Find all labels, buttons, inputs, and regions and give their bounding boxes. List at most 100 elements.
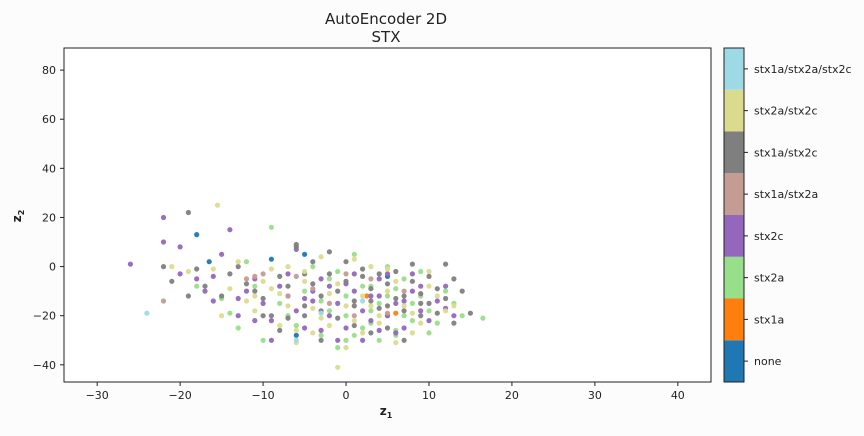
point-stx2c bbox=[360, 308, 366, 314]
y-tick-label: 60 bbox=[42, 113, 56, 126]
point-stx2a-stx2c bbox=[268, 266, 274, 272]
point-stx2a-stx2c bbox=[393, 340, 399, 346]
y-tick-label: 40 bbox=[42, 162, 56, 175]
point-stx1a-stx2c bbox=[351, 322, 357, 329]
point-stx2a-stx2c bbox=[227, 286, 233, 292]
point-stx1a-stx2c bbox=[219, 293, 225, 299]
point-stx2c bbox=[409, 288, 415, 294]
point-stx2a-stx2c bbox=[235, 259, 241, 265]
point-stx1a-stx2c bbox=[194, 266, 200, 272]
point-stx2a bbox=[343, 293, 349, 299]
point-stx2c bbox=[343, 325, 349, 331]
point-stx2a-stx2c bbox=[310, 305, 316, 311]
point-stx2c bbox=[451, 313, 457, 319]
point-stx2a bbox=[343, 337, 349, 343]
point-stx2a-stx2c bbox=[310, 330, 316, 336]
point-stx2a bbox=[393, 286, 399, 292]
point-stx2a bbox=[459, 313, 465, 319]
point-stx2a-stx2c bbox=[277, 291, 283, 297]
point-stx2a bbox=[326, 276, 332, 282]
point-stx2a bbox=[434, 320, 440, 326]
colorbar-swatch-stx1a bbox=[724, 298, 744, 341]
data-points-layer bbox=[127, 202, 486, 370]
point-stx2a bbox=[293, 322, 299, 329]
colorbar-swatch-stx2c bbox=[724, 215, 744, 257]
point-stx2a-stx2c bbox=[360, 293, 366, 299]
colorbar-label-none: none bbox=[754, 355, 782, 368]
point-stx2a bbox=[335, 268, 341, 275]
point-stx2a bbox=[401, 313, 407, 319]
point-stx1a-stx2c bbox=[418, 313, 424, 319]
point-stx1a-stx2c bbox=[418, 291, 424, 297]
point-stx1a-stx2c bbox=[368, 286, 374, 292]
point-stx1a-stx2c bbox=[393, 268, 399, 275]
point-stx2c bbox=[202, 288, 208, 294]
point-stx1a-stx2a bbox=[243, 276, 250, 282]
point-stx2a-stx2c bbox=[277, 322, 283, 329]
point-stx2c bbox=[302, 295, 308, 302]
point-stx2c bbox=[318, 276, 324, 282]
point-stx2c bbox=[376, 276, 382, 282]
point-stx1a-stx2a bbox=[343, 271, 349, 277]
point-stx1a-stx2c bbox=[459, 288, 465, 294]
point-stx1a-stx2c bbox=[326, 249, 332, 255]
point-stx2c bbox=[368, 318, 374, 324]
point-stx1a-stx2c bbox=[318, 293, 324, 299]
point-stx2a-stx2c bbox=[393, 278, 399, 284]
point-none bbox=[194, 232, 200, 238]
point-stx2c bbox=[219, 251, 225, 257]
point-stx2a bbox=[426, 330, 432, 336]
point-stx1a-stx2c bbox=[451, 320, 457, 326]
point-stx2a bbox=[360, 325, 366, 331]
point-stx2a bbox=[376, 300, 382, 306]
point-stx2c bbox=[368, 293, 374, 299]
point-stx2a-stx2c bbox=[343, 345, 349, 351]
x-axis-label: z1 bbox=[380, 404, 393, 420]
x-tick-label: 0 bbox=[343, 389, 350, 402]
point-stx1a-stx2c bbox=[426, 273, 432, 279]
point-stx2a bbox=[409, 300, 415, 306]
point-stx2c bbox=[210, 298, 216, 304]
point-stx2c bbox=[210, 273, 216, 279]
point-stx2a bbox=[318, 298, 324, 304]
point-stx1a-stx2a bbox=[351, 313, 357, 319]
point-stx2a-stx2c bbox=[243, 298, 250, 304]
point-none bbox=[268, 256, 274, 262]
colorbar-swatch-stx2a bbox=[724, 256, 744, 299]
point-stx2a bbox=[409, 318, 415, 324]
point-stx1a-stx2a bbox=[260, 271, 266, 277]
point-stx1a-stx2c bbox=[360, 266, 366, 272]
point-stx2c bbox=[393, 300, 399, 306]
colorbar-label-stx1a: stx1a bbox=[754, 313, 784, 326]
colorbar-frame bbox=[723, 47, 745, 383]
point-stx1a-stx2c bbox=[277, 273, 283, 279]
point-stx2c bbox=[418, 308, 424, 314]
point-stx1a-stx2c bbox=[384, 303, 391, 309]
point-stx1a-stx2c bbox=[302, 313, 308, 319]
point-stx1a-stx2c bbox=[293, 244, 299, 250]
point-stx2a-stx2c bbox=[318, 254, 324, 260]
point-stx2c bbox=[293, 308, 299, 314]
point-stx1a-stx2a bbox=[160, 298, 167, 304]
point-stx2a-stx2c bbox=[343, 303, 349, 309]
y-tick-label: 80 bbox=[42, 64, 56, 77]
point-stx2a bbox=[326, 308, 332, 314]
point-stx2a-stx2c bbox=[434, 293, 440, 299]
point-stx1a-stx2a bbox=[384, 310, 391, 316]
point-stx1a-stx2c bbox=[326, 271, 332, 277]
point-stx2a bbox=[343, 313, 349, 319]
point-stx2a-stx2c bbox=[335, 364, 341, 370]
point-stx1a-stx2a bbox=[326, 300, 332, 306]
y-axis-label: z2 bbox=[10, 210, 26, 223]
point-stx1a-stx2a bbox=[293, 273, 299, 279]
point-stx2a-stx2c bbox=[219, 313, 225, 319]
point-stx2c bbox=[401, 325, 407, 331]
point-stx2a bbox=[426, 308, 432, 314]
point-stx2a-stx2c bbox=[376, 313, 382, 319]
point-stx1a-stx2c bbox=[409, 278, 415, 284]
point-stx2c bbox=[335, 300, 341, 306]
point-stx1a-stx2c bbox=[434, 310, 440, 316]
point-stx2a bbox=[480, 315, 486, 321]
colorbar-swatch-stx2a-stx2c bbox=[724, 89, 744, 132]
point-stx1a-stx2c bbox=[285, 283, 291, 289]
